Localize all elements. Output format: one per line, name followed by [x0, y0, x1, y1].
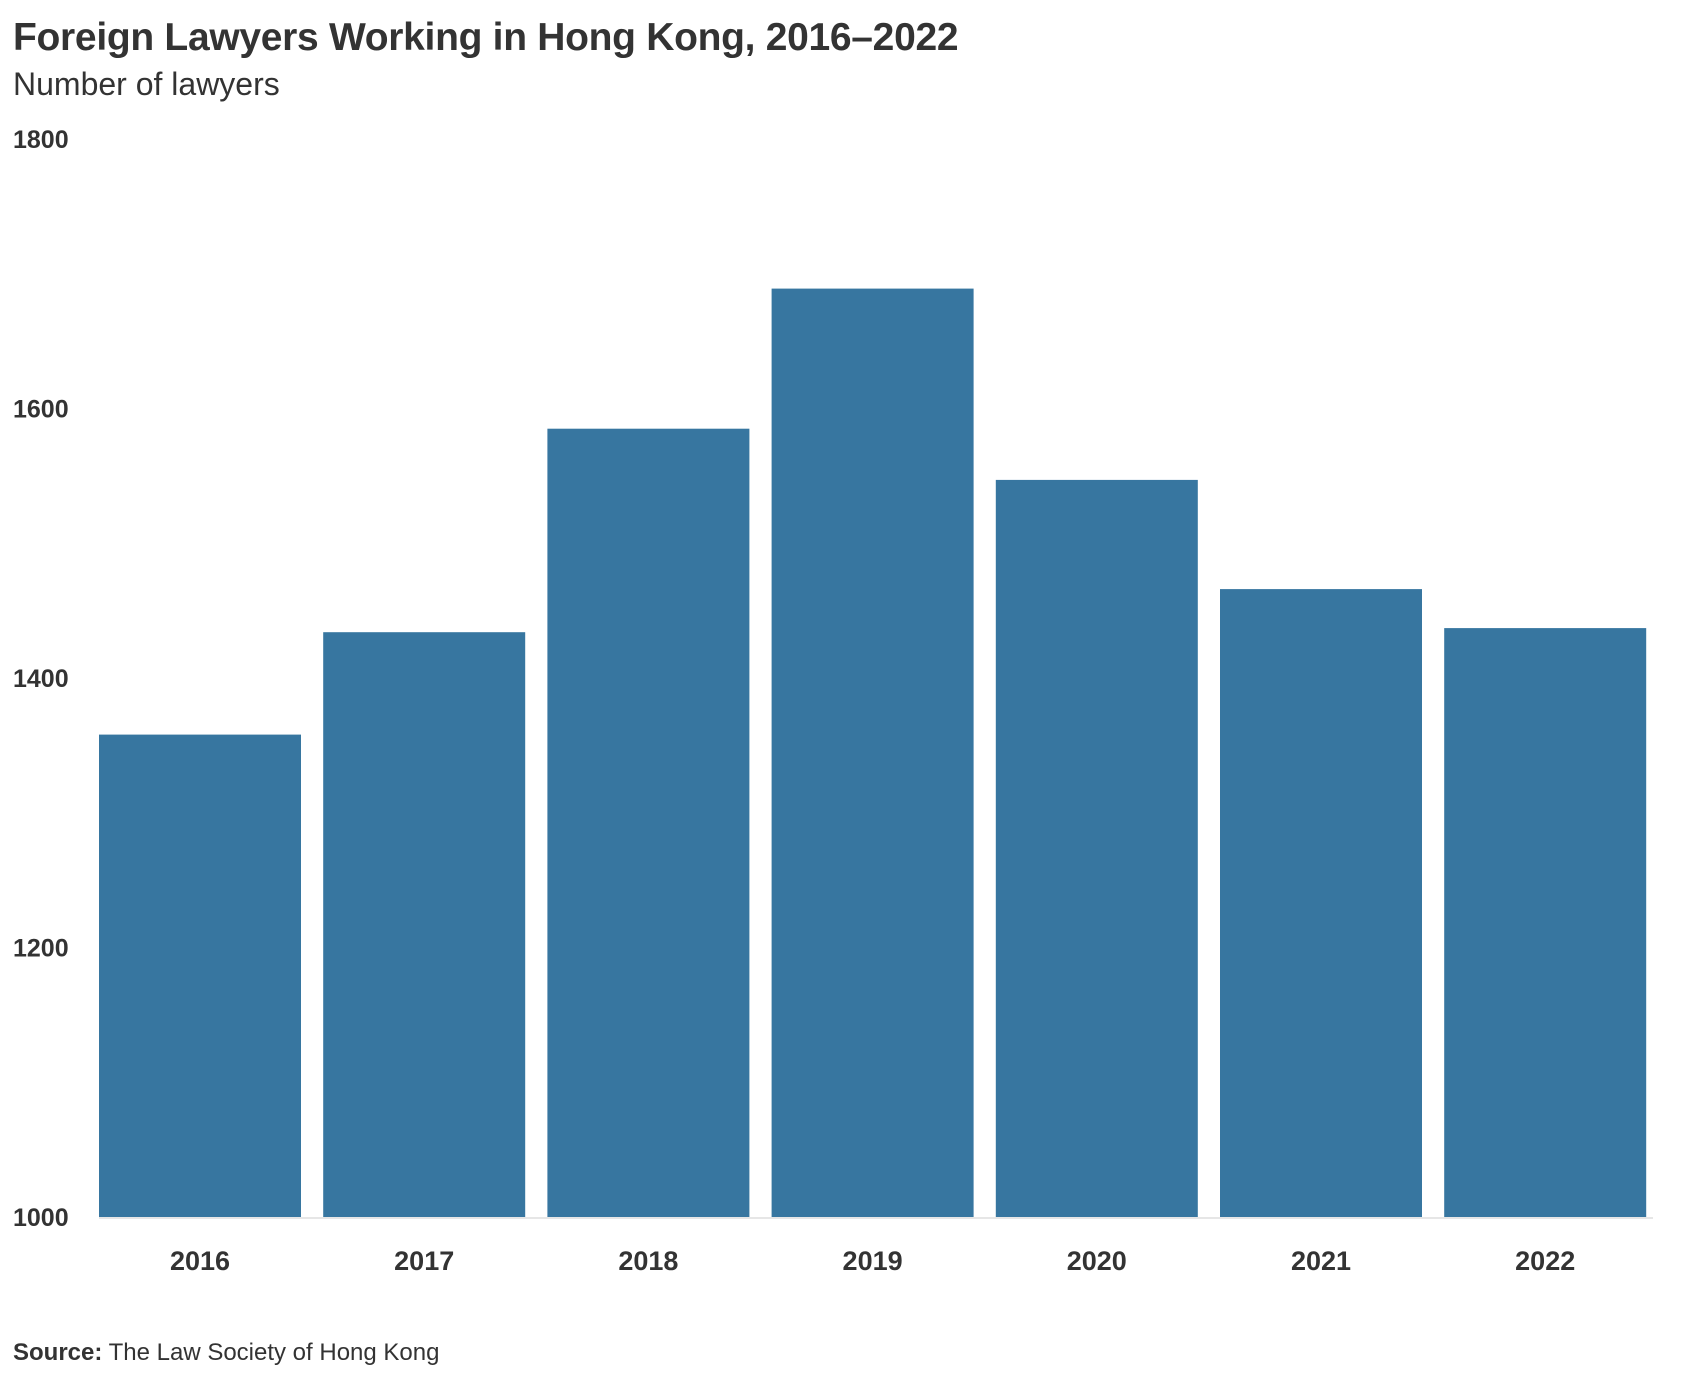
x-tick-label: 2019 — [843, 1246, 903, 1276]
chart-title: Foreign Lawyers Working in Hong Kong, 20… — [13, 16, 959, 59]
bar-2017 — [323, 632, 526, 1217]
y-tick-label: 1600 — [13, 396, 69, 424]
bar-2016 — [99, 734, 301, 1217]
bar-2019 — [771, 288, 974, 1218]
source-label: Source: — [13, 1339, 103, 1366]
x-axis-ticks: 2016 2017 2018 2019 2020 2021 2022 — [170, 1246, 1575, 1276]
bar-2021 — [1220, 589, 1422, 1217]
x-tick-label: 2017 — [394, 1246, 454, 1276]
x-tick-label: 2016 — [170, 1246, 230, 1276]
chart-subtitle: Number of lawyers — [13, 66, 280, 102]
source-text: The Law Society of Hong Kong — [102, 1339, 440, 1366]
y-tick-label: 1200 — [13, 935, 69, 963]
bar-2018 — [547, 428, 750, 1217]
x-tick-label: 2021 — [1291, 1246, 1351, 1276]
y-axis-ticks: 1000 1200 1400 1600 1800 — [13, 126, 69, 1232]
bar-2022 — [1444, 628, 1647, 1217]
y-tick-label: 1800 — [13, 126, 69, 154]
y-tick-label: 1000 — [13, 1204, 69, 1232]
x-tick-label: 2020 — [1067, 1246, 1127, 1276]
x-tick-label: 2022 — [1515, 1246, 1575, 1276]
y-tick-label: 1400 — [13, 665, 69, 693]
source-note: Source: The Law Society of Hong Kong — [13, 1339, 439, 1367]
bar-2020 — [995, 479, 1198, 1217]
x-tick-label: 2018 — [618, 1246, 678, 1276]
bars-group — [99, 288, 1647, 1218]
